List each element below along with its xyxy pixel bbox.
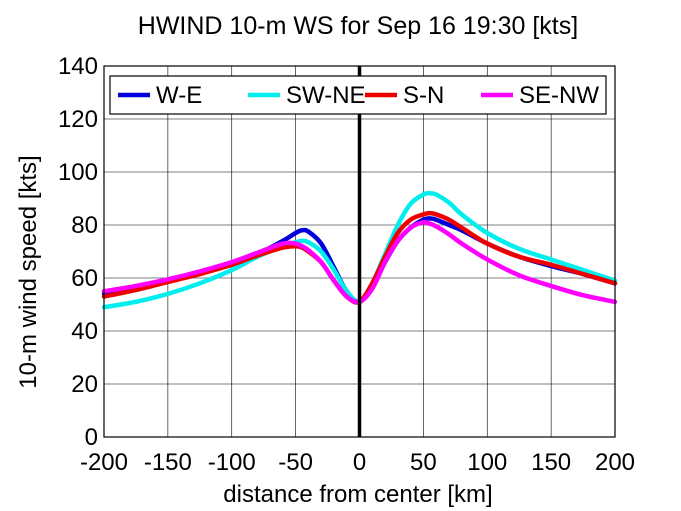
y-tick-label: 0 (85, 424, 98, 451)
chart-title: HWIND 10-m WS for Sep 16 19:30 [kts] (138, 12, 578, 40)
x-tick-label: -200 (80, 449, 128, 476)
x-tick-labels: -200 -150 -100 -50 0 50 100 150 200 (80, 449, 635, 476)
legend-label-s-n: S-N (403, 82, 444, 109)
plot-frame (103, 65, 616, 438)
y-tick-label: 40 (71, 318, 98, 345)
x-tick-label: 100 (467, 449, 507, 476)
y-tick-label: 100 (58, 159, 98, 186)
y-tick-label: 80 (71, 212, 98, 239)
legend-box (109, 75, 607, 115)
legend-label-sw-ne: SW-NE (286, 82, 366, 109)
legend-label-w-e: W-E (156, 82, 202, 109)
series-line-se-nw (101, 219, 618, 305)
x-tick-label: -50 (278, 449, 313, 476)
x-tick-label: 50 (410, 449, 437, 476)
series-layer (101, 190, 618, 310)
x-tick-label: 0 (353, 449, 366, 476)
x-tick-label: 200 (595, 449, 635, 476)
legend-label-se-nw: SE-NW (519, 82, 599, 109)
x-tick-label: -150 (144, 449, 192, 476)
x-tick-label: -100 (208, 449, 256, 476)
y-axis-label: 10-m wind speed [kts] (15, 155, 42, 388)
legend: W-E SW-NE S-N SE-NW (109, 75, 607, 115)
y-tick-label: 60 (71, 265, 98, 292)
x-axis-label: distance from center [km] (223, 481, 492, 508)
x-tick-label: 150 (531, 449, 571, 476)
y-tick-label: 140 (58, 53, 98, 80)
y-tick-label: 20 (71, 371, 98, 398)
y-tick-label: 120 (58, 106, 98, 133)
y-tick-labels: 0 20 40 60 80 100 120 140 (58, 53, 98, 451)
